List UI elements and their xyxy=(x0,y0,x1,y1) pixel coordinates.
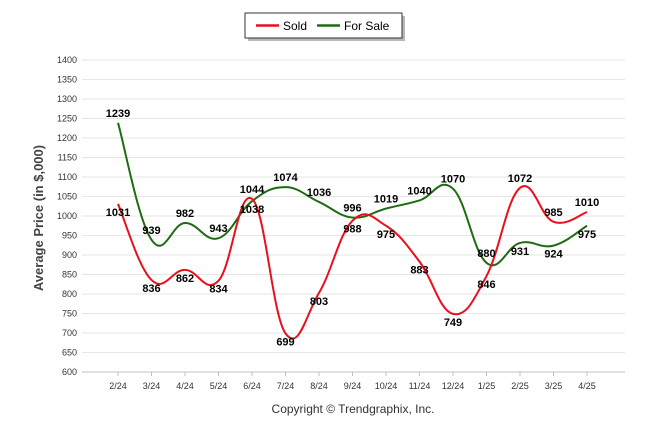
x-tick-label: 11/24 xyxy=(409,381,431,391)
y-tick-label: 900 xyxy=(62,250,77,260)
legend: Sold For Sale xyxy=(244,12,405,41)
data-label-sold: 1010 xyxy=(575,197,599,209)
data-label-sold: 883 xyxy=(410,265,428,277)
x-tick-label: 3/24 xyxy=(143,381,161,391)
data-label-sold: 1072 xyxy=(508,173,532,185)
y-tick-label: 650 xyxy=(62,348,77,358)
y-tick-label: 800 xyxy=(62,289,77,299)
x-tick-label: 9/24 xyxy=(344,381,362,391)
data-label-for-sale: 1036 xyxy=(307,187,331,199)
copyright-footer: Copyright © Trendgraphix, Inc. xyxy=(272,402,435,416)
y-tick-label: 850 xyxy=(62,270,77,280)
data-label-sold: 749 xyxy=(444,317,462,329)
series-lines xyxy=(117,122,588,340)
y-tick-label: 1300 xyxy=(57,94,77,104)
x-axis-ticks: 2/24 3/24 4/24 5/24 6/24 7/24 8/24 9/24 10/24 11/… xyxy=(109,372,596,391)
y-tick-label: 1050 xyxy=(57,192,77,202)
data-label-for-sale: 1040 xyxy=(407,185,431,197)
data-label-sold: 1031 xyxy=(106,207,130,219)
y-tick-label: 1150 xyxy=(58,153,77,163)
data-label-sold: 836 xyxy=(142,283,160,295)
x-tick-label: 8/24 xyxy=(310,381,328,391)
data-label-for-sale: 996 xyxy=(343,203,361,215)
data-label-for-sale: 1019 xyxy=(374,194,398,206)
x-tick-label: 10/24 xyxy=(375,381,398,391)
y-tick-label: 950 xyxy=(62,231,77,241)
y-axis-ticks: 600 650 700 750 800 850 900 950 1000 1050 1100 1150… xyxy=(57,55,77,377)
x-tick-label: 12/24 xyxy=(442,381,465,391)
data-label-for-sale: 880 xyxy=(477,248,495,260)
x-tick-label: 4/25 xyxy=(578,381,596,391)
y-tick-label: 700 xyxy=(62,328,77,338)
y-tick-label: 1200 xyxy=(57,133,77,143)
series-line-for-sale xyxy=(117,122,588,267)
y-tick-label: 750 xyxy=(62,309,77,319)
data-label-for-sale: 1074 xyxy=(273,172,298,184)
data-label-sold: 846 xyxy=(477,279,495,291)
data-label-for-sale: 982 xyxy=(176,208,194,220)
data-label-sold: 862 xyxy=(176,273,194,285)
x-tick-label: 7/24 xyxy=(277,381,295,391)
data-label-for-sale: 975 xyxy=(578,229,596,241)
x-tick-label: 2/24 xyxy=(109,381,127,391)
legend-label-sold: Sold xyxy=(283,19,307,33)
legend-label-for-sale: For Sale xyxy=(344,19,390,33)
x-tick-label: 4/24 xyxy=(176,381,194,391)
x-tick-label: 5/24 xyxy=(210,381,228,391)
data-label-for-sale: 924 xyxy=(544,249,563,261)
data-label-for-sale: 931 xyxy=(511,246,529,258)
data-labels: 1031 836 862 834 1044 699 803 988 975 883 749 846 10… xyxy=(106,108,599,349)
data-label-sold: 834 xyxy=(209,284,228,296)
y-tick-label: 1100 xyxy=(58,172,77,182)
data-label-for-sale: 939 xyxy=(142,225,160,237)
data-label-sold: 699 xyxy=(276,336,294,348)
series-line-sold xyxy=(117,185,588,340)
data-label-sold: 985 xyxy=(544,207,562,219)
data-label-for-sale: 1239 xyxy=(106,108,130,120)
data-label-for-sale: 943 xyxy=(209,223,227,235)
y-tick-label: 600 xyxy=(62,367,77,377)
data-label-sold: 803 xyxy=(310,296,328,308)
x-tick-label: 2/25 xyxy=(511,381,529,391)
data-label-sold: 1044 xyxy=(240,184,265,196)
y-axis-label: Average Price (in $,000) xyxy=(31,145,46,291)
data-label-sold: 975 xyxy=(377,229,395,241)
x-tick-label: 1/25 xyxy=(478,381,496,391)
grid-lines xyxy=(82,59,625,353)
x-tick-label: 3/25 xyxy=(545,381,563,391)
x-tick-label: 6/24 xyxy=(243,381,261,391)
y-tick-label: 1000 xyxy=(57,211,77,221)
y-tick-label: 1250 xyxy=(57,114,77,124)
data-label-for-sale: 1070 xyxy=(441,174,465,186)
y-tick-label: 1350 xyxy=(57,75,77,85)
y-tick-label: 1400 xyxy=(57,55,77,65)
data-label-for-sale: 1038 xyxy=(240,204,264,216)
data-label-sold: 988 xyxy=(343,224,361,236)
